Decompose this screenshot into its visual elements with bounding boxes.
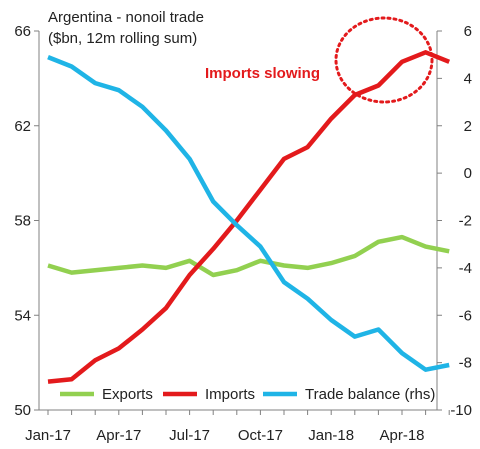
left-tick-label: 54 bbox=[14, 307, 31, 324]
right-tick-label: -2 bbox=[459, 213, 472, 230]
legend: Exports Imports Trade balance (rhs) bbox=[60, 386, 435, 403]
right-tick-label: -6 bbox=[459, 307, 472, 324]
right-axis-ticks: -10 -8 -6 -4 -2 0 2 4 6 bbox=[437, 23, 472, 419]
right-tick-label: -4 bbox=[459, 260, 472, 277]
title-line-1: Argentina - nonoil trade bbox=[48, 9, 204, 26]
x-tick-label: Jul-17 bbox=[169, 427, 210, 444]
annotation-circle bbox=[334, 16, 434, 104]
x-tick-label: Oct-17 bbox=[238, 427, 283, 444]
series-line-trade-balance-rhs bbox=[47, 55, 450, 372]
right-tick-label: 2 bbox=[464, 118, 472, 135]
left-tick-label: 58 bbox=[14, 213, 31, 230]
x-tick-label: Apr-17 bbox=[96, 427, 141, 444]
legend-label: Exports bbox=[102, 386, 153, 403]
left-tick-label: 50 bbox=[14, 402, 31, 419]
x-tick-label: Jan-17 bbox=[25, 427, 71, 444]
left-tick-label: 62 bbox=[14, 118, 31, 135]
left-tick-label: 66 bbox=[14, 23, 31, 40]
title-line-2: ($bn, 12m rolling sum) bbox=[48, 30, 197, 47]
chart-title: Argentina - nonoil trade ($bn, 12m rolli… bbox=[48, 9, 204, 47]
right-tick-label: 0 bbox=[464, 165, 472, 182]
left-axis-ticks: 50 54 58 62 66 bbox=[14, 23, 39, 419]
annotation-label: Imports slowing bbox=[205, 65, 320, 82]
right-tick-label: 6 bbox=[464, 23, 472, 40]
series-line-imports bbox=[47, 50, 451, 384]
legend-label: Imports bbox=[205, 386, 255, 403]
x-tick-label: Apr-18 bbox=[379, 427, 424, 444]
right-tick-label: -10 bbox=[450, 402, 472, 419]
annotation: Imports slowing bbox=[205, 16, 434, 104]
legend-label: Trade balance (rhs) bbox=[305, 386, 435, 403]
x-tick-label: Jan-18 bbox=[308, 427, 354, 444]
x-axis-ticks: Jan-17 Apr-17 Jul-17 Oct-17 Jan-18 Apr-18 bbox=[25, 410, 450, 444]
right-tick-label: -8 bbox=[459, 355, 472, 372]
series-lines bbox=[47, 50, 451, 384]
series-line-exports bbox=[47, 234, 450, 278]
right-tick-label: 4 bbox=[464, 70, 472, 87]
